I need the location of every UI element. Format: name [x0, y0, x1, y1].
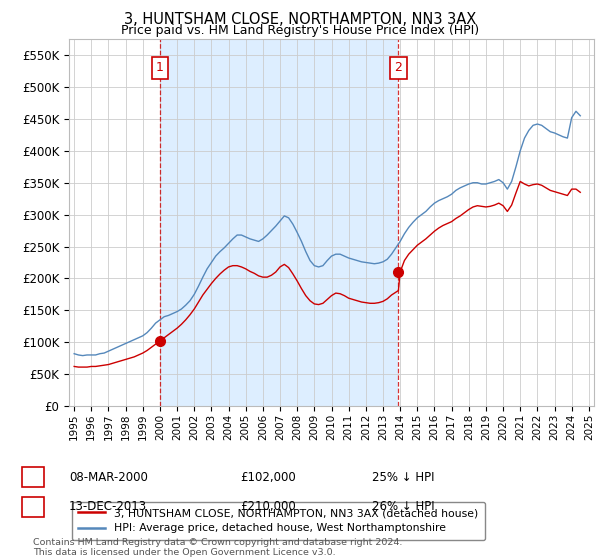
Text: Contains HM Land Registry data © Crown copyright and database right 2024.
This d: Contains HM Land Registry data © Crown c… — [33, 538, 403, 557]
Bar — [160, 39, 398, 406]
Text: 1: 1 — [29, 470, 37, 484]
Text: £102,000: £102,000 — [240, 470, 296, 484]
Text: 3, HUNTSHAM CLOSE, NORTHAMPTON, NN3 3AX: 3, HUNTSHAM CLOSE, NORTHAMPTON, NN3 3AX — [124, 12, 476, 27]
Text: £210,000: £210,000 — [240, 500, 296, 514]
Text: 08-MAR-2000: 08-MAR-2000 — [69, 470, 148, 484]
Text: 25% ↓ HPI: 25% ↓ HPI — [372, 470, 434, 484]
Text: 26% ↓ HPI: 26% ↓ HPI — [372, 500, 434, 514]
Text: 13-DEC-2013: 13-DEC-2013 — [69, 500, 147, 514]
Legend: 3, HUNTSHAM CLOSE, NORTHAMPTON, NN3 3AX (detached house), HPI: Average price, de: 3, HUNTSHAM CLOSE, NORTHAMPTON, NN3 3AX … — [72, 502, 485, 540]
Text: 2: 2 — [29, 500, 37, 514]
Text: Price paid vs. HM Land Registry's House Price Index (HPI): Price paid vs. HM Land Registry's House … — [121, 24, 479, 37]
Text: 2: 2 — [394, 62, 403, 74]
Text: 1: 1 — [156, 62, 164, 74]
